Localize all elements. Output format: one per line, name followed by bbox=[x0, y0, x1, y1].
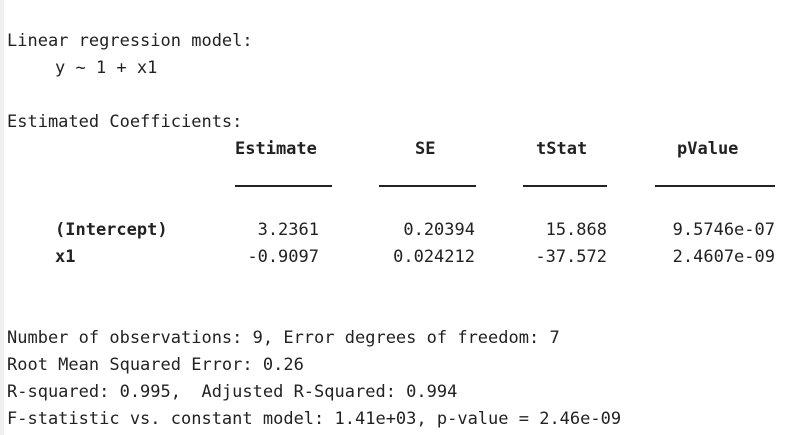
underline-tstat bbox=[523, 185, 607, 187]
model-title: Linear regression model: bbox=[7, 31, 253, 51]
underline-estimate bbox=[235, 185, 332, 187]
panel-edge bbox=[0, 0, 4, 435]
summary-observations: Number of observations: 9, Error degrees… bbox=[7, 328, 560, 348]
column-header-pvalue: pValue bbox=[677, 139, 739, 159]
cell-estimate: 3.2361 bbox=[257, 220, 319, 240]
model-formula: y ~ 1 + x1 bbox=[55, 58, 158, 78]
summary-fstatistic: F-statistic vs. constant model: 1.41e+03… bbox=[7, 409, 622, 429]
summary-rsquared: R-squared: 0.995, Adjusted R-Squared: 0.… bbox=[7, 382, 458, 402]
column-header-tstat: tStat bbox=[536, 139, 588, 159]
cell-se: 0.20394 bbox=[403, 220, 475, 240]
cell-tstat: -37.572 bbox=[535, 247, 607, 267]
row-name-intercept: (Intercept) bbox=[55, 220, 168, 240]
summary-rmse: Root Mean Squared Error: 0.26 bbox=[7, 355, 304, 375]
row-name-x1: x1 bbox=[55, 247, 76, 267]
underline-pvalue bbox=[655, 185, 775, 187]
column-header-estimate: Estimate bbox=[235, 139, 317, 159]
cell-estimate: -0.9097 bbox=[247, 247, 319, 267]
coefficients-title: Estimated Coefficients: bbox=[7, 112, 243, 132]
cell-pvalue: 9.5746e-07 bbox=[672, 220, 775, 240]
cell-se: 0.024212 bbox=[393, 247, 475, 267]
column-header-se: SE bbox=[415, 139, 436, 159]
underline-se bbox=[379, 185, 476, 187]
cell-tstat: 15.868 bbox=[545, 220, 607, 240]
cell-pvalue: 2.4607e-09 bbox=[672, 247, 775, 267]
